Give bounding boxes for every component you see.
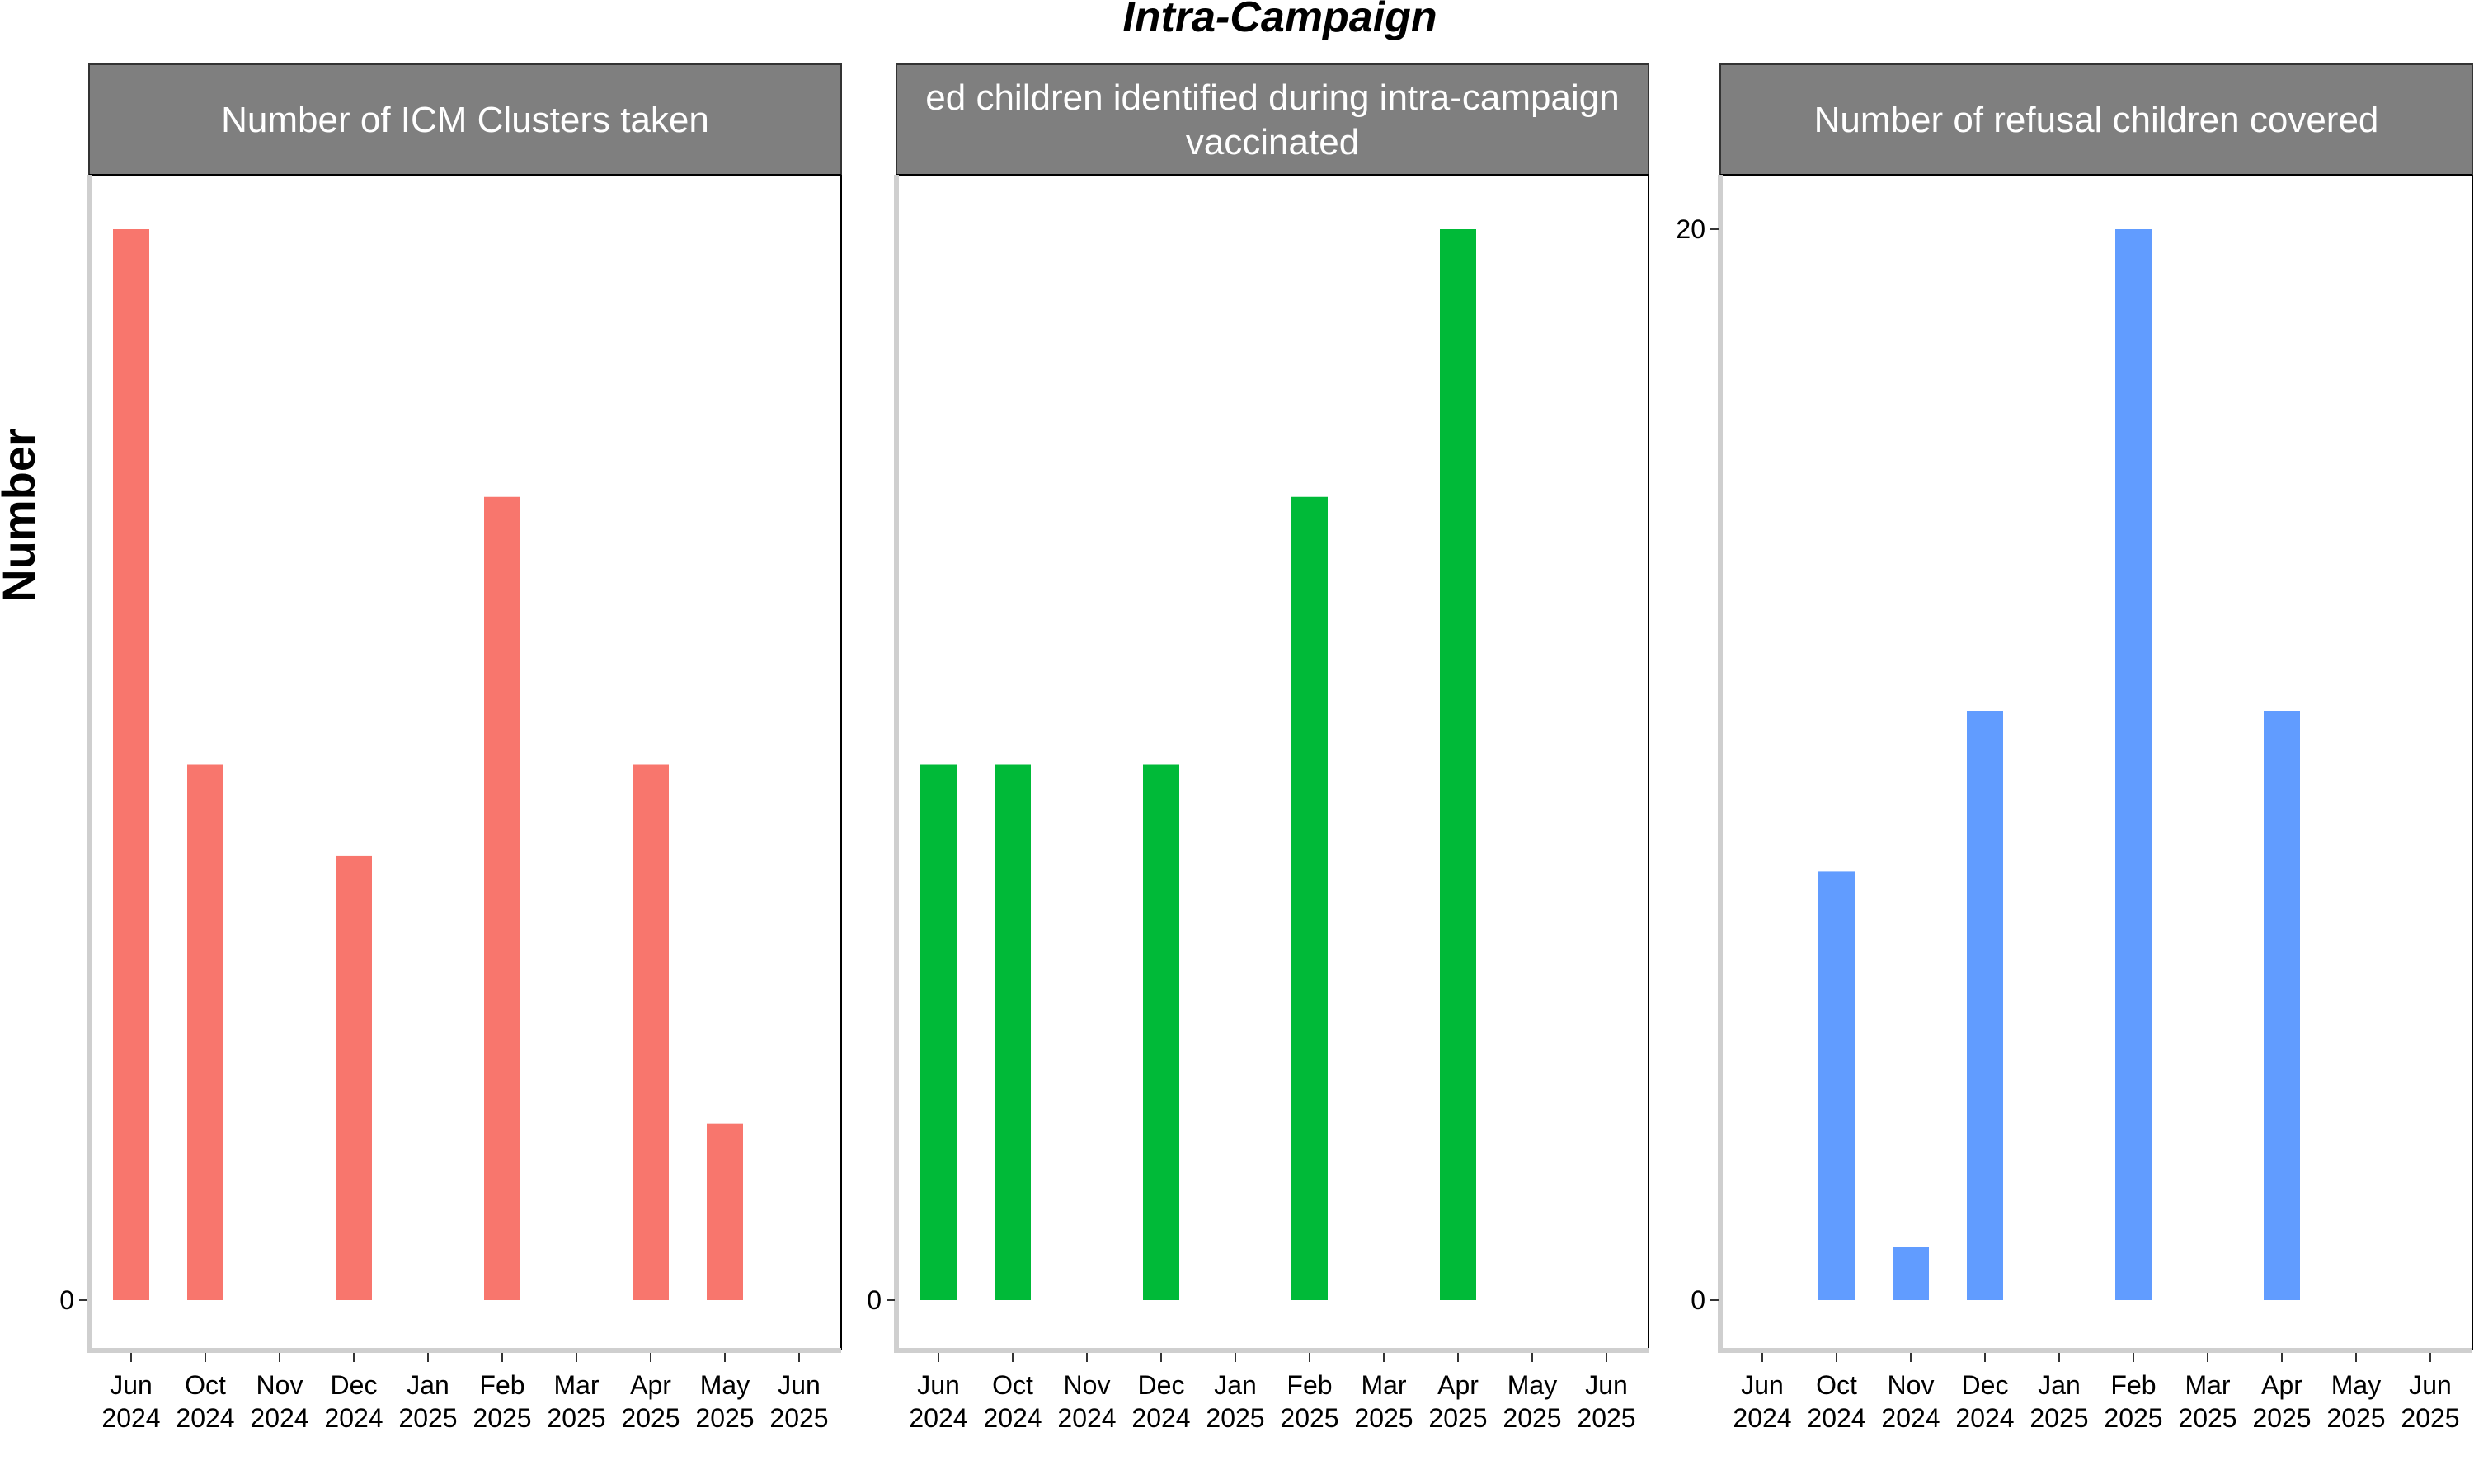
bar [336,855,372,1300]
x-tick-label: Dec 2024 [324,1370,383,1433]
bar [113,229,149,1300]
x-tick-label: Jun 2024 [909,1370,967,1433]
y-tick-label: 0 [867,1285,882,1315]
x-tick-label: Oct 2024 [983,1370,1042,1433]
x-tick-label: Nov 2024 [250,1370,308,1433]
panel-2: ed children identified during intra-camp… [867,63,1649,1433]
bar [1440,229,1476,1300]
x-tick-label: Jun 2025 [769,1370,828,1433]
panel-strip: Number of refusal children covered [1719,63,2473,176]
panel-strip-background [1719,63,2473,176]
panel-strip-background [88,63,842,176]
bar [2264,711,2300,1300]
y-tick-label: 0 [1691,1285,1705,1315]
panel-strip-title: vaccinated [1186,122,1359,162]
x-tick-label: Apr 2025 [2252,1370,2311,1433]
bar [187,764,223,1300]
x-tick-label: Jun 2024 [101,1370,160,1433]
x-tick-label: Dec 2024 [1955,1370,2014,1433]
bar [1893,1247,1929,1300]
x-tick-label: Oct 2024 [176,1370,234,1433]
panel-strip: ed children identified during intra-camp… [896,63,1649,176]
panel-strip-title: Number of refusal children covered [1814,100,2379,140]
bar [2115,229,2152,1300]
x-tick-label: Apr 2025 [621,1370,680,1433]
bar [1818,871,1855,1300]
chart-panels: Number of ICM Clusters taken 0 Jun 2024 Oct 2… [59,63,2473,1433]
x-tick-label: Apr 2025 [1428,1370,1487,1433]
y-tick-label: 0 [59,1285,74,1315]
x-tick-label: Jan 2025 [1206,1370,1264,1433]
bar [707,1123,743,1300]
bar [633,764,669,1300]
x-tick-label: Mar 2025 [547,1370,605,1433]
x-tick-label: Nov 2024 [1881,1370,1940,1433]
x-tick-label: Oct 2024 [1807,1370,1865,1433]
x-tick-label: Feb 2025 [2104,1370,2162,1433]
x-tick-label: Dec 2024 [1131,1370,1190,1433]
y-axis-label: Number [0,428,45,603]
panel-strip-title: Number of ICM Clusters taken [221,100,709,140]
panel-3: Number of refusal children covered 0 20 Jun… [1676,63,2473,1433]
x-tick-label: Jan 2025 [2030,1370,2088,1433]
x-tick-label: May 2025 [2326,1370,2385,1433]
panel-strip-title: ed children identified during intra-camp… [925,77,1619,118]
x-tick-label: Jun 2024 [1733,1370,1791,1433]
panel-strip: Number of ICM Clusters taken [88,63,842,176]
bar [920,764,957,1300]
x-tick-label: Feb 2025 [1280,1370,1338,1433]
x-tick-label: Mar 2025 [2178,1370,2236,1433]
x-tick-label: Mar 2025 [1354,1370,1413,1433]
panel-1: Number of ICM Clusters taken 0 Jun 2024 Oct 2… [59,63,842,1433]
bar [484,496,520,1300]
bar [1291,496,1328,1300]
x-tick-label: Jun 2025 [1577,1370,1635,1433]
y-tick-label: 20 [1676,214,1705,244]
bar [1967,711,2003,1300]
panel-strip-background [896,63,1649,176]
x-tick-label: Jan 2025 [398,1370,457,1433]
bar [995,764,1031,1300]
x-tick-label: May 2025 [1503,1370,1561,1433]
bar [1143,764,1179,1300]
x-tick-label: May 2025 [695,1370,754,1433]
x-tick-label: Nov 2024 [1057,1370,1116,1433]
chart-title: Intra-Campaign [1122,0,1437,41]
x-tick-label: Feb 2025 [473,1370,531,1433]
x-tick-label: Jun 2025 [2401,1370,2459,1433]
